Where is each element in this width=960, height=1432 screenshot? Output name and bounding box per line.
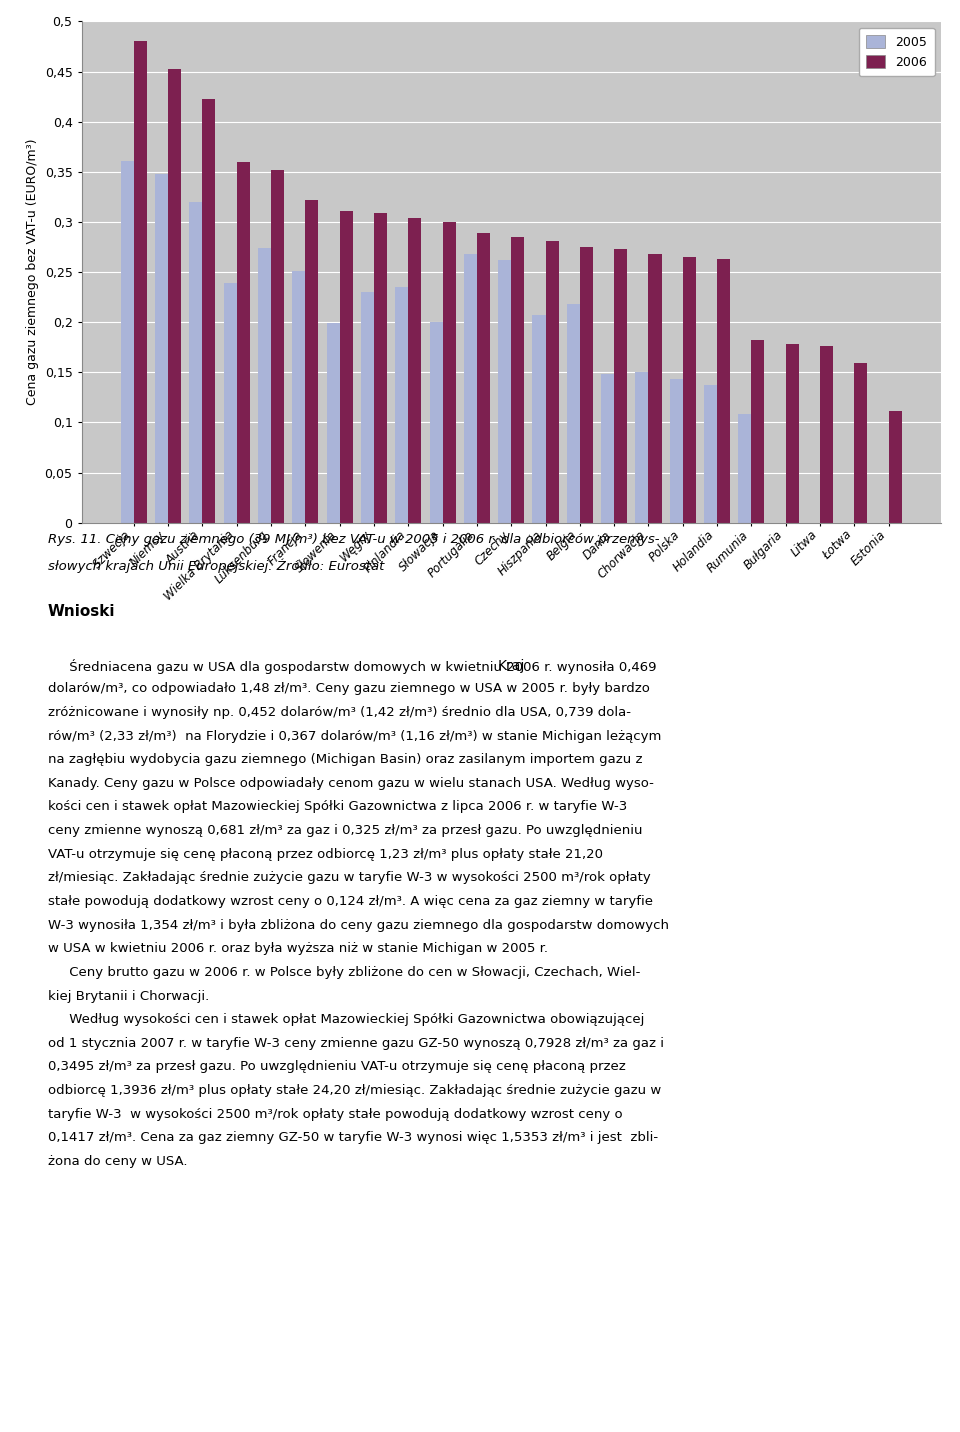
Bar — [258, 248, 271, 523]
Bar — [326, 324, 340, 523]
Bar — [820, 347, 833, 523]
Bar — [121, 160, 133, 523]
Bar — [168, 69, 181, 523]
Text: odbiorcę 1,3936 zł/m³ plus opłaty stałe 24,20 zł/miesiąc. Zakładając średnie zuż: odbiorcę 1,3936 zł/m³ plus opłaty stałe … — [48, 1084, 661, 1097]
Text: Kanady. Ceny gazu w Polsce odpowiadały cenom gazu w wielu stanach USA. Według wy: Kanady. Ceny gazu w Polsce odpowiadały c… — [48, 778, 654, 790]
Bar — [443, 222, 456, 523]
Text: dolarów/m³, co odpowiadało 1,48 zł/m³. Ceny gazu ziemnego w USA w 2005 r. były b: dolarów/m³, co odpowiadało 1,48 zł/m³. C… — [48, 683, 650, 696]
Text: zł/miesiąc. Zakładając średnie zużycie gazu w taryfie W-3 w wysokości 2500 m³/ro: zł/miesiąc. Zakładając średnie zużycie g… — [48, 871, 651, 885]
Bar — [683, 256, 696, 523]
Text: stałe powodują dodatkowy wzrost ceny o 0,124 zł/m³. A więc cena za gaz ziemny w : stałe powodują dodatkowy wzrost ceny o 0… — [48, 895, 653, 908]
Bar — [271, 170, 284, 523]
Text: zróżnicowane i wynosiły np. 0,452 dolarów/m³ (1,42 zł/m³) średnio dla USA, 0,739: zróżnicowane i wynosiły np. 0,452 dolaró… — [48, 706, 631, 719]
Text: żona do ceny w USA.: żona do ceny w USA. — [48, 1156, 187, 1169]
Bar — [305, 200, 319, 523]
Text: od 1 stycznia 2007 r. w taryfie W-3 ceny zmienne gazu GZ-50 wynoszą 0,7928 zł/m³: od 1 stycznia 2007 r. w taryfie W-3 ceny… — [48, 1037, 664, 1050]
Bar — [511, 238, 524, 523]
Bar — [889, 411, 901, 523]
Bar — [648, 253, 661, 523]
Bar — [133, 40, 147, 523]
Text: na zagłębiu wydobycia gazu ziemnego (Michigan Basin) oraz zasilanym importem gaz: na zagłębiu wydobycia gazu ziemnego (Mic… — [48, 753, 642, 766]
Text: taryfie W-3  w wysokości 2500 m³/rok opłaty stałe powodują dodatkowy wzrost ceny: taryfie W-3 w wysokości 2500 m³/rok opła… — [48, 1108, 623, 1121]
Bar — [636, 372, 648, 523]
Bar — [854, 364, 868, 523]
Text: kiej Brytanii i Chorwacji.: kiej Brytanii i Chorwacji. — [48, 990, 209, 1002]
X-axis label: Kraj: Kraj — [497, 659, 525, 673]
Text: słowych krajach Unii Europejskiej. Źródło: Eurostat: słowych krajach Unii Europejskiej. Źródł… — [48, 558, 384, 573]
Bar — [374, 213, 387, 523]
Text: Według wysokości cen i stawek opłat Mazowieckiej Spółki Gazownictwa obowiązujące: Według wysokości cen i stawek opłat Mazo… — [48, 1014, 644, 1027]
Text: W-3 wynosiła 1,354 zł/m³ i była zbliżona do ceny gazu ziemnego dla gospodarstw d: W-3 wynosiła 1,354 zł/m³ i była zbliżona… — [48, 919, 669, 932]
Bar — [670, 379, 683, 523]
Bar — [566, 304, 580, 523]
Text: kości cen i stawek opłat Mazowieckiej Spółki Gazownictwa z lipca 2006 r. w taryf: kości cen i stawek opłat Mazowieckiej Sp… — [48, 800, 627, 813]
Legend: 2005, 2006: 2005, 2006 — [859, 27, 934, 76]
Text: Ceny brutto gazu w 2006 r. w Polsce były zbliżone do cen w Słowacji, Czechach, W: Ceny brutto gazu w 2006 r. w Polsce były… — [48, 967, 640, 979]
Bar — [237, 162, 250, 523]
Bar — [340, 211, 352, 523]
Bar — [224, 284, 237, 523]
Text: VAT-u otrzymuje się cenę płaconą przez odbiorcę 1,23 zł/m³ plus opłaty stałe 21,: VAT-u otrzymuje się cenę płaconą przez o… — [48, 848, 603, 861]
Bar — [464, 253, 477, 523]
Bar — [155, 173, 168, 523]
Text: 0,1417 zł/m³. Cena za gaz ziemny GZ-50 w taryfie W-3 wynosi więc 1,5353 zł/m³ i : 0,1417 zł/m³. Cena za gaz ziemny GZ-50 w… — [48, 1131, 659, 1144]
Bar — [717, 259, 731, 523]
Text: Rys. 11. Ceny gazu ziemnego (39 MJ/m³) bez VAT-u w 2005 i 2006 r. dla odbiorców : Rys. 11. Ceny gazu ziemnego (39 MJ/m³) b… — [48, 533, 660, 546]
Text: Średniacena gazu w USA dla gospodarstw domowych w kwietniu 2006 r. wynosiła 0,46: Średniacena gazu w USA dla gospodarstw d… — [48, 659, 657, 673]
Bar — [704, 385, 717, 523]
Bar — [292, 271, 305, 523]
Bar — [203, 99, 215, 523]
Bar — [601, 374, 614, 523]
Text: 0,3495 zł/m³ za przesł gazu. Po uwzględnieniu VAT-u otrzymuje się cenę płaconą p: 0,3495 zł/m³ za przesł gazu. Po uwzględn… — [48, 1061, 626, 1074]
Bar — [580, 246, 593, 523]
Text: Wnioski: Wnioski — [48, 604, 115, 619]
Bar — [429, 322, 443, 523]
Y-axis label: Cena gazu ziemnego bez VAT-u (EURO/m³): Cena gazu ziemnego bez VAT-u (EURO/m³) — [26, 139, 39, 405]
Bar — [545, 241, 559, 523]
Bar — [785, 344, 799, 523]
Bar — [498, 261, 511, 523]
Bar — [408, 218, 421, 523]
Bar — [752, 341, 764, 523]
Bar — [477, 233, 490, 523]
Text: rów/m³ (2,33 zł/m³)  na Florydzie i 0,367 dolarów/m³ (1,16 zł/m³) w stanie Michi: rów/m³ (2,33 zł/m³) na Florydzie i 0,367… — [48, 730, 661, 743]
Bar — [361, 292, 374, 523]
Bar — [614, 249, 627, 523]
Text: ceny zmienne wynoszą 0,681 zł/m³ za gaz i 0,325 zł/m³ za przesł gazu. Po uwzględ: ceny zmienne wynoszą 0,681 zł/m³ za gaz … — [48, 825, 642, 838]
Bar — [533, 315, 545, 523]
Text: w USA w kwietniu 2006 r. oraz była wyższa niż w stanie Michigan w 2005 r.: w USA w kwietniu 2006 r. oraz była wyższ… — [48, 942, 548, 955]
Bar — [189, 202, 203, 523]
Bar — [396, 286, 408, 523]
Bar — [738, 414, 752, 523]
